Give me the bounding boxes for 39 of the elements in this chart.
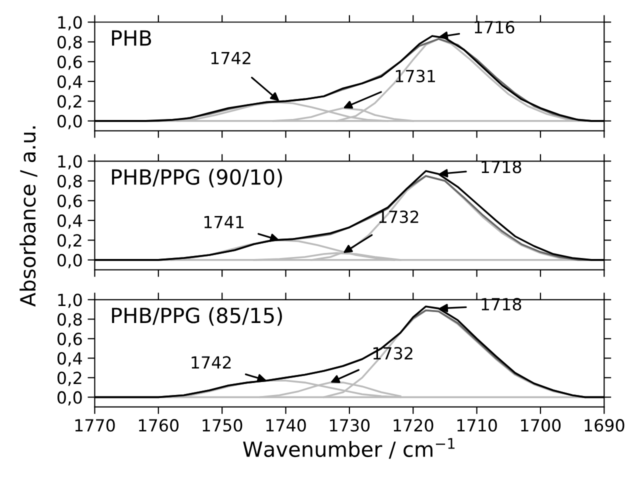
x-tick-label: 1760 [139,419,178,432]
annotation: 1742 [211,52,250,64]
y-tick-label: 1,0 [58,155,82,170]
x-tick-label: 1740 [266,419,306,432]
x-tick-label: 1720 [394,419,434,432]
y-tick-label: 1,0 [58,16,82,30]
y-tick-label: 1,0 [58,294,82,308]
x-tick-label: 1750 [202,419,242,432]
x-axis-title: Wavenumber / cm$^{−1}$ [243,438,455,459]
annotation: 1731 [396,70,435,82]
y-tick-label: 0,2 [58,234,82,248]
x-tick-label: 1700 [521,419,561,432]
chart-title: PHB/PPG (90/10) [112,168,282,188]
chart-title: PHB [112,30,152,46]
y-tick-label: 0,4 [58,352,82,366]
x-tick-label: 1710 [457,419,497,432]
annotation: 1742 [192,356,231,369]
y-tick-label: 0,6 [58,332,82,347]
x-tick-label: 1690 [584,419,624,432]
y-tick-label: 0,4 [58,75,82,90]
x-tick-label: 1730 [330,419,370,432]
y-tick-label: 0,2 [58,95,82,110]
y-tick-label: 0,8 [58,313,82,328]
y-tick-label: 0,4 [58,214,82,229]
annotation: 1741 [204,216,244,228]
y-tick-label: 0,8 [58,36,82,50]
y-tick-label: 0,0 [58,391,82,406]
chart-title: PHB/PPG (85/15) [112,307,282,326]
y-tick-label: 0,8 [58,174,82,190]
annotation: 1732 [373,347,412,360]
y-tick-label: 0,6 [58,56,82,70]
x-tick-label: 1770 [75,419,115,432]
annotation: 1732 [379,210,418,224]
y-tick-label: 0,0 [58,114,82,130]
y-axis-title: Absorbance / a.u. [20,126,38,307]
y-tick-label: 0,6 [58,194,82,209]
y-tick-label: 0,2 [58,372,82,386]
y-tick-label: 0,0 [58,254,82,268]
annotation: 1718 [482,298,522,310]
